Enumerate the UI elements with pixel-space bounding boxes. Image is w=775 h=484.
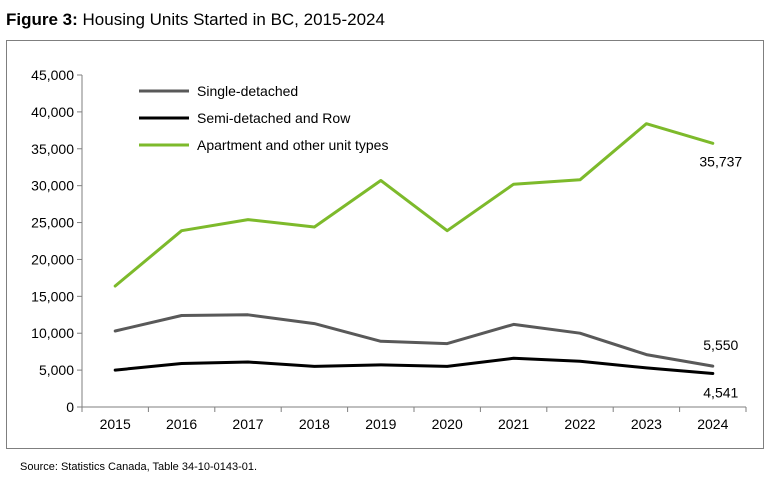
y-tick-label: 25,000 [31,215,74,231]
figure-label: Figure 3: [6,10,78,29]
x-tick-label: 2016 [166,416,197,432]
chart-frame [6,40,764,449]
y-tick-label: 30,000 [31,178,74,194]
series-lines [113,122,715,375]
figure-title-text: Housing Units Started in BC, 2015-2024 [82,10,385,29]
x-tick-label: 2018 [299,416,330,432]
figure-title: Figure 3: Housing Units Started in BC, 2… [6,10,385,30]
x-tick-label: 2021 [498,416,529,432]
y-tick-label: 0 [66,399,74,415]
legend: Single-detached Semi-detached and Row Apar… [139,83,388,153]
y-tick-label: 15,000 [31,288,74,304]
series-line-single-detached [113,313,715,368]
source-note: Source: Statistics Canada, Table 34-10-0… [20,461,258,473]
x-axis: 2015 2016 2017 2018 2019 2020 2021 2022 2023 2024 [81,406,747,432]
y-tick-label: 40,000 [31,104,74,120]
data-label-end: 35,737 [699,153,742,169]
y-tick-label: 45,000 [31,67,74,83]
series-line-apartment-and-other-unit-types [113,122,715,288]
legend-label: Single-detached [197,83,298,99]
data-label-end: 4,541 [703,384,738,400]
data-labels: 5,550 4,541 35,737 [699,153,742,400]
legend-label: Semi-detached and Row [197,110,351,126]
y-tick-label: 10,000 [31,325,74,341]
x-tick-label: 2024 [697,416,728,432]
x-tick-label: 2022 [564,416,595,432]
x-tick-label: 2023 [631,416,662,432]
y-tick-label: 35,000 [31,141,74,157]
x-tick-label: 2019 [365,416,396,432]
y-tick-label: 5,000 [39,362,74,378]
data-label-end: 5,550 [703,337,738,353]
y-tick-label: 20,000 [31,251,74,267]
x-tick-label: 2015 [100,416,131,432]
x-tick-label: 2017 [232,416,263,432]
line-chart: 0 5,000 10,000 15,000 20,000 25,000 30,000 35,0… [31,67,747,432]
legend-label: Apartment and other unit types [197,137,388,153]
series-line-semi-detached-and-row [113,356,715,375]
y-axis: 0 5,000 10,000 15,000 20,000 25,000 30,000 35,0… [31,67,83,415]
x-tick-label: 2020 [432,416,463,432]
